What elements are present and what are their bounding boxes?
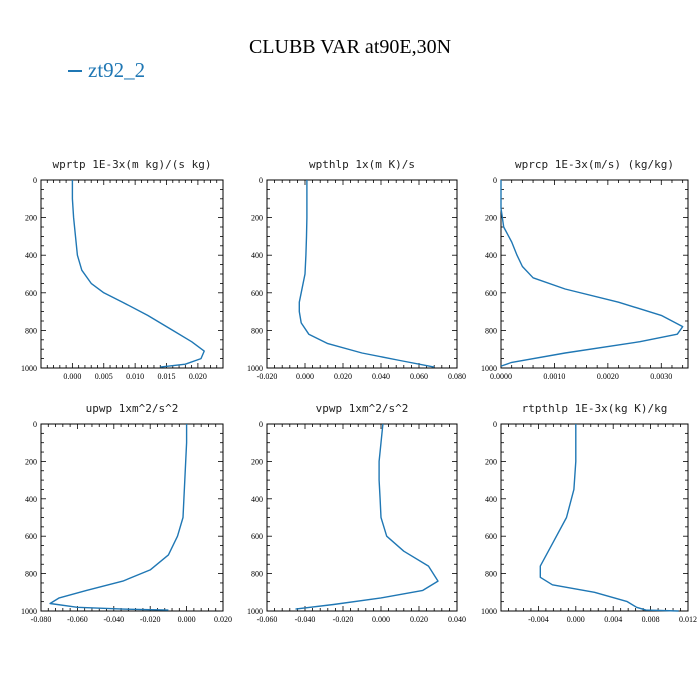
panel-5: vpwp 1xm^2/s^2 0 200 400 600 800 1000-0.060 -0.…	[247, 402, 466, 624]
y-tick-label: 800	[485, 326, 497, 335]
series-line-zt92_2	[500, 180, 684, 367]
y-tick-label: 0	[259, 420, 263, 429]
x-tick-label: 0.000	[567, 615, 585, 624]
legend-line-icon	[68, 70, 82, 73]
x-tick-label: -0.060	[67, 615, 88, 624]
panel-title: wprtp 1E-3x(m kg)/(s kg)	[53, 158, 212, 171]
y-tick-label: 200	[485, 214, 497, 223]
y-tick-label: 1000	[21, 364, 37, 373]
y-tick-label: 1000	[247, 607, 263, 616]
y-tick-label: 1000	[247, 364, 263, 373]
y-tick-label: 0	[493, 420, 497, 429]
y-tick-label: 800	[25, 326, 37, 335]
x-tick-label: 0.060	[410, 372, 428, 381]
y-tick-label: 600	[251, 289, 263, 298]
x-tick-label: -0.020	[257, 372, 278, 381]
x-tick-label: 0.040	[372, 372, 390, 381]
y-tick-label: 800	[485, 570, 497, 579]
y-tick-label: 800	[251, 570, 263, 579]
x-tick-label: 0.008	[642, 615, 660, 624]
y-tick-label: 600	[251, 532, 263, 541]
y-tick-label: 200	[485, 457, 497, 466]
series-line-zt92_2	[295, 423, 439, 610]
plot-frame	[266, 423, 458, 612]
y-tick-label: 0	[33, 176, 37, 185]
y-tick-label: 400	[25, 251, 37, 260]
series-line-zt92_2	[49, 424, 188, 611]
x-tick-label: -0.040	[295, 615, 316, 624]
series-line-zt92_2	[71, 180, 205, 368]
y-tick-label: 1000	[481, 364, 497, 373]
x-tick-label: 0.0000	[490, 372, 512, 381]
y-tick-label: 0	[33, 420, 37, 429]
x-tick-label: 0.0030	[650, 372, 672, 381]
x-tick-label: -0.004	[528, 615, 549, 624]
x-tick-label: 0.020	[214, 615, 232, 624]
plot-frame	[40, 179, 224, 369]
y-tick-label: 200	[251, 457, 263, 466]
series-line-zt92_2	[298, 180, 435, 368]
x-tick-label: 0.012	[679, 615, 697, 624]
y-tick-label: 400	[485, 251, 497, 260]
legend: zt92_2	[68, 58, 145, 83]
y-tick-label: 600	[25, 532, 37, 541]
y-tick-label: 600	[485, 532, 497, 541]
y-tick-label: 0	[493, 176, 497, 185]
legend-label: zt92_2	[88, 58, 146, 82]
y-tick-label: 600	[485, 289, 497, 298]
x-tick-label: 0.004	[604, 615, 622, 624]
panel-1: wprtp 1E-3x(m kg)/(s kg) 0 200 400 600 800 100…	[21, 158, 224, 381]
x-tick-label: 0.000	[372, 615, 390, 624]
x-tick-label: -0.020	[333, 615, 354, 624]
y-tick-label: 600	[25, 289, 37, 298]
x-tick-label: 0.005	[95, 372, 113, 381]
x-tick-label: 0.000	[296, 372, 314, 381]
x-tick-label: 0.0010	[543, 372, 565, 381]
y-tick-label: 0	[259, 176, 263, 185]
x-tick-label: 0.0020	[597, 372, 619, 381]
x-tick-label: 0.040	[448, 615, 466, 624]
x-tick-label: -0.020	[140, 615, 161, 624]
x-tick-label: -0.040	[103, 615, 124, 624]
figure-title: CLUBB VAR at90E,30N	[248, 36, 452, 58]
y-tick-label: 1000	[481, 607, 497, 616]
plot-frame	[500, 423, 689, 612]
x-tick-label: -0.060	[257, 615, 278, 624]
y-tick-label: 400	[25, 495, 37, 504]
panel-3: wprcp 1E-3x(m/s) (kg/kg) 0 200 400 600 800 100…	[481, 158, 689, 381]
panel-title: vpwp 1xm^2/s^2	[316, 402, 409, 415]
panel-2: wpthlp 1x(m K)/s 0 200 400 600 800 1000-0.020 0…	[247, 158, 466, 381]
y-tick-label: 200	[25, 457, 37, 466]
x-tick-label: 0.000	[178, 615, 196, 624]
x-tick-label: 0.020	[334, 372, 352, 381]
panel-title: rtpthlp 1E-3x(kg K)/kg	[522, 402, 668, 415]
x-tick-label: 0.000	[63, 372, 81, 381]
panel-title: wpthlp 1x(m K)/s	[309, 158, 415, 171]
x-tick-label: 0.010	[126, 372, 144, 381]
panel-title: wprcp 1E-3x(m/s) (kg/kg)	[515, 158, 674, 171]
y-tick-label: 800	[251, 326, 263, 335]
y-tick-label: 400	[485, 495, 497, 504]
y-tick-label: 200	[251, 214, 263, 223]
y-tick-label: 1000	[21, 607, 37, 616]
plot-frame	[266, 179, 458, 369]
x-tick-label: 0.020	[410, 615, 428, 624]
x-tick-label: 0.080	[448, 372, 466, 381]
y-tick-label: 400	[251, 495, 263, 504]
x-tick-label: 0.015	[158, 372, 176, 381]
panel-4: upwp 1xm^2/s^2 0 200 400 600 800 1000-0.080 -0.…	[21, 402, 232, 624]
plot-frame	[40, 423, 224, 612]
panel-6: rtpthlp 1E-3x(kg K)/kg 0 200 400 600 800 1000 -…	[481, 402, 697, 624]
x-tick-label: 0.020	[189, 372, 207, 381]
y-tick-label: 200	[25, 214, 37, 223]
y-tick-label: 800	[25, 570, 37, 579]
series-line-zt92_2	[539, 424, 679, 612]
x-tick-label: -0.080	[31, 615, 52, 624]
y-tick-label: 400	[251, 251, 263, 260]
panel-title: upwp 1xm^2/s^2	[86, 402, 179, 415]
